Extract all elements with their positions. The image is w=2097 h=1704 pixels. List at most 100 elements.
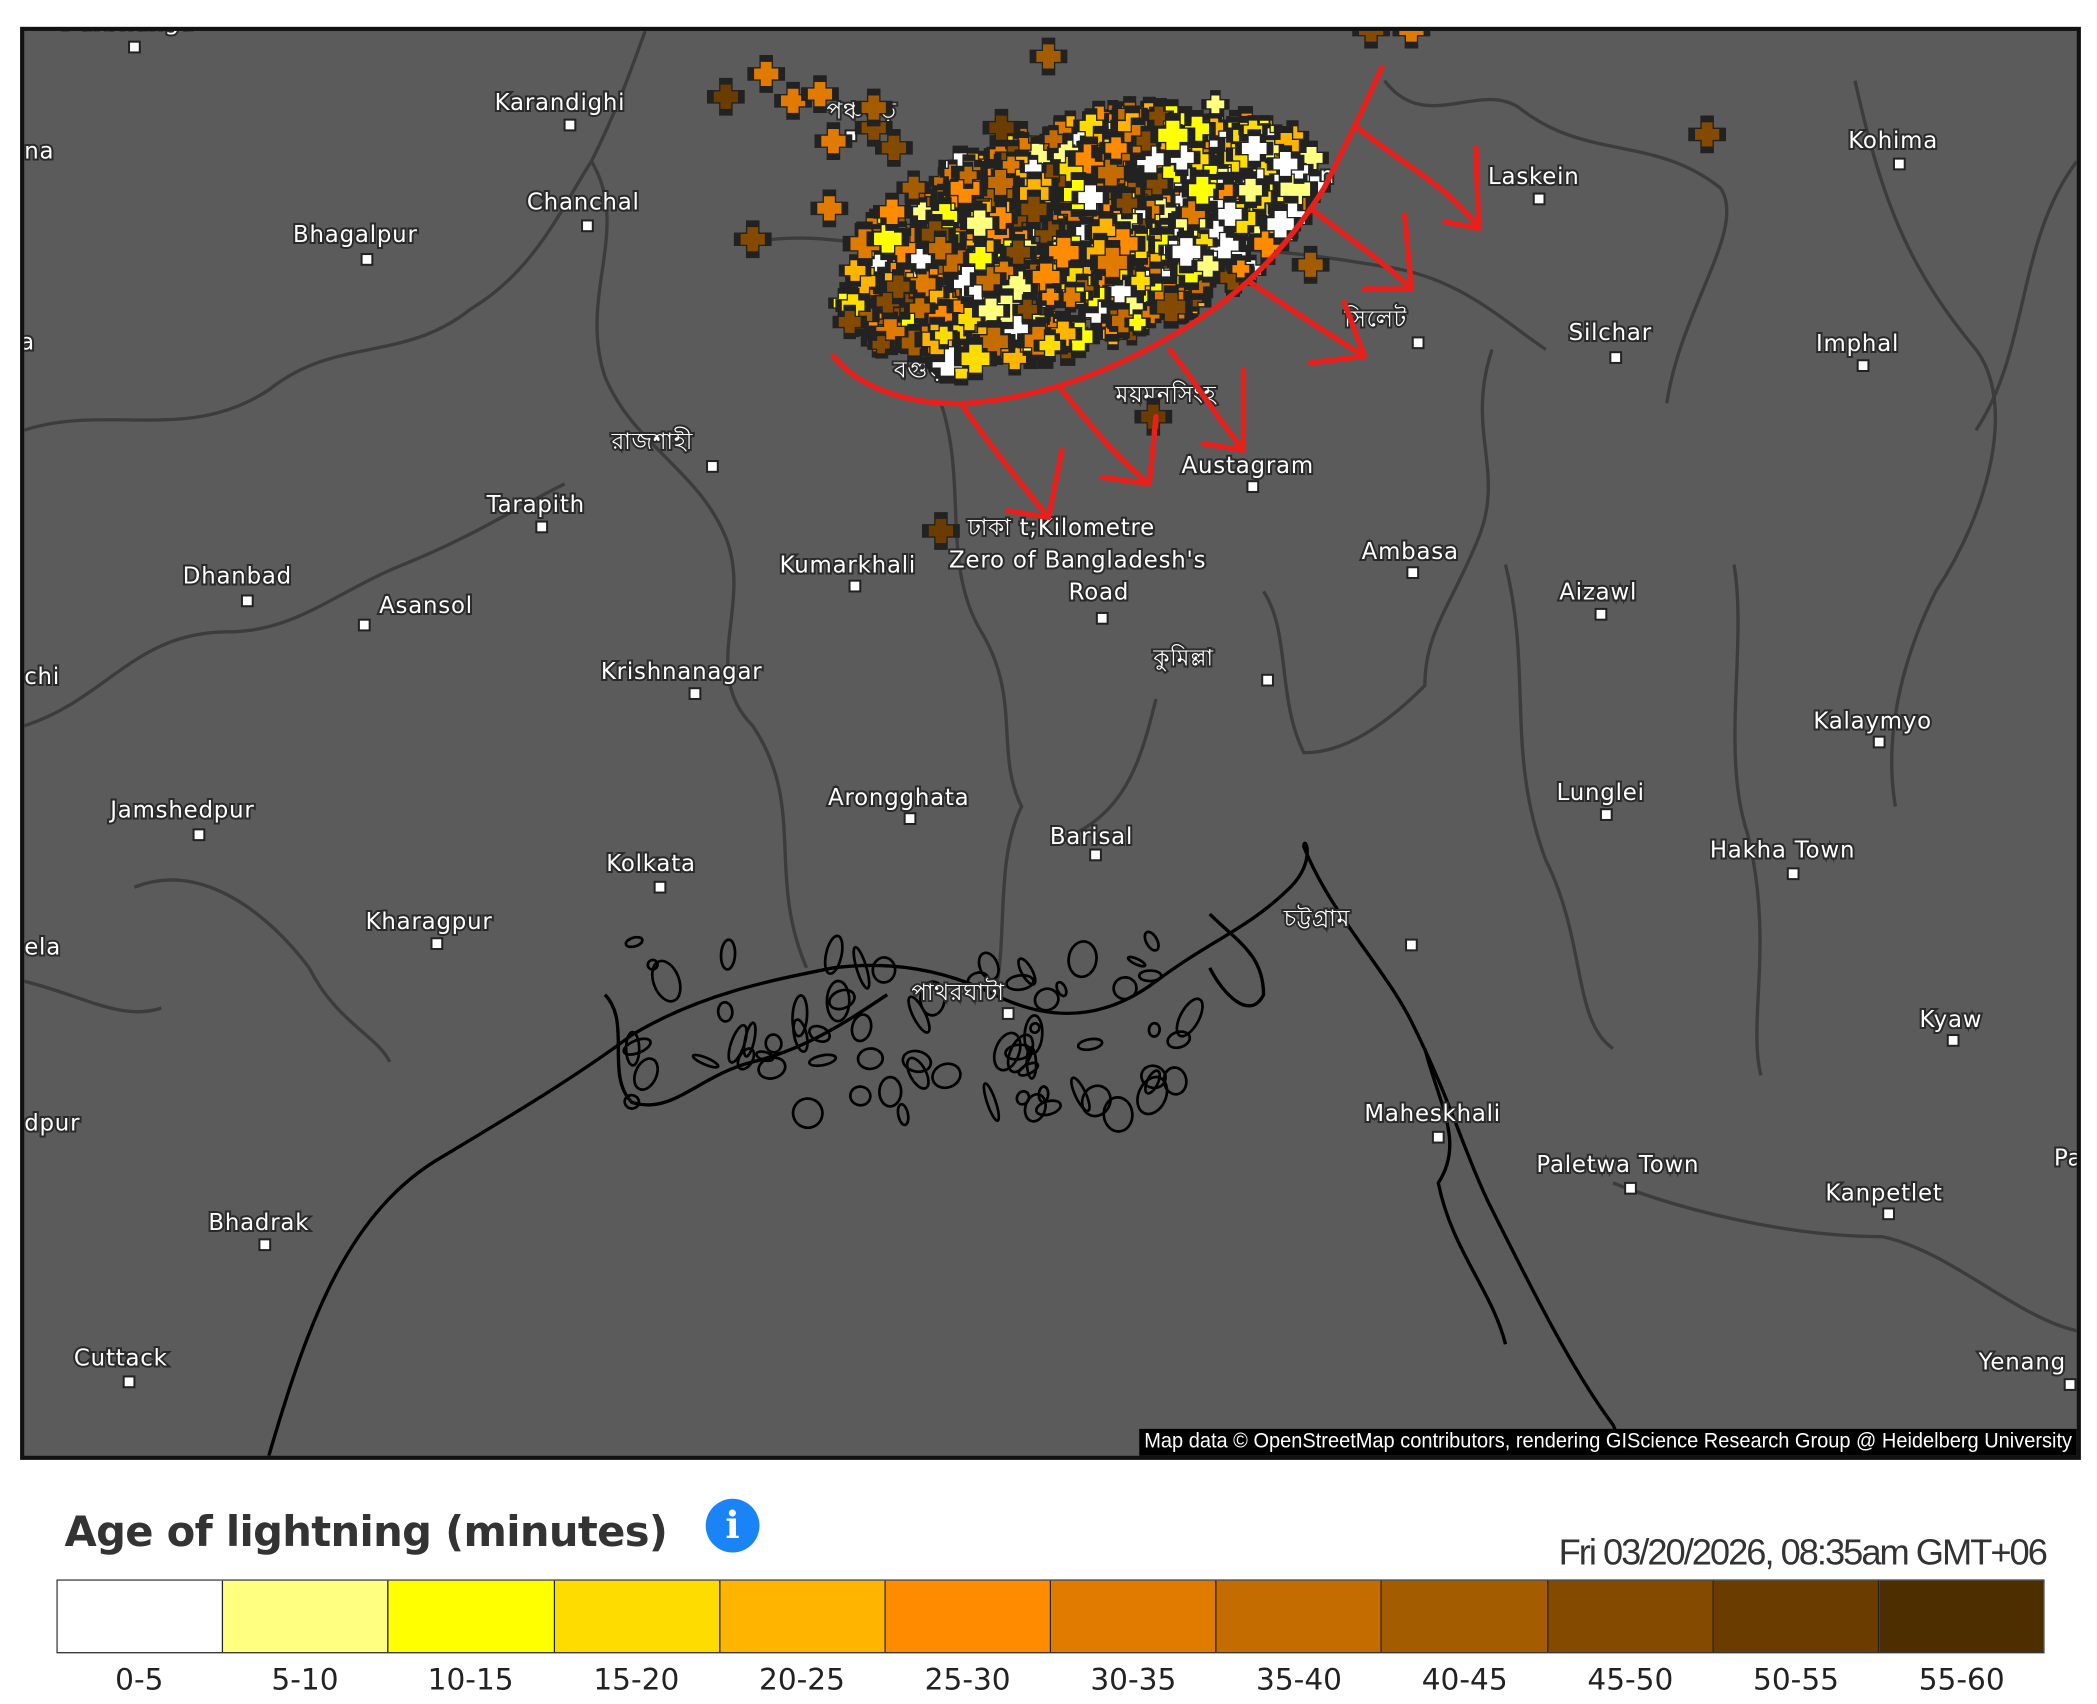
place-label: Darbhanga	[60, 31, 194, 36]
lightning-strike	[1029, 37, 1068, 76]
island	[791, 994, 809, 1038]
place-marker	[192, 828, 206, 842]
island	[827, 988, 856, 1011]
lightning-strike	[1014, 189, 1054, 229]
lightning-strike	[1124, 309, 1151, 336]
place-label: Imphal	[1816, 331, 1899, 357]
lightning-strike	[922, 230, 958, 266]
place-label: Tarapith	[486, 492, 585, 518]
island	[622, 1037, 652, 1056]
legend-title: Age of lightning (minutes)	[64, 1508, 668, 1557]
lightning-strike	[896, 170, 931, 205]
info-icon[interactable]: i	[705, 1498, 760, 1553]
lightning-strikes	[706, 30, 1727, 550]
island	[896, 1102, 910, 1127]
legend-label: 0-5	[115, 1664, 164, 1698]
lightning-strike	[1125, 266, 1156, 296]
place-marker	[357, 618, 371, 632]
legend-swatch	[554, 1580, 721, 1653]
island	[823, 934, 844, 976]
lightning-strike	[953, 337, 998, 381]
place-label: Kalaymyo	[1813, 709, 1932, 735]
place-label: Kanpetlet	[1825, 1180, 1942, 1206]
island	[919, 980, 947, 1017]
island	[1034, 1099, 1062, 1117]
lightning-strike	[1149, 285, 1193, 329]
place-label: a	[24, 329, 35, 355]
place-marker	[1261, 673, 1274, 687]
island	[905, 1056, 930, 1090]
island	[792, 1018, 809, 1053]
island	[1023, 1014, 1044, 1055]
island	[1006, 1033, 1035, 1074]
lightning-strike	[997, 151, 1025, 179]
place-marker	[1001, 1007, 1015, 1020]
place-marker	[848, 579, 862, 593]
place-label: Paletwa Town	[1536, 1152, 1699, 1178]
island	[1143, 930, 1160, 952]
place-marker	[240, 594, 254, 608]
legend-swatch	[1547, 1580, 1714, 1653]
place-label: Bhagalpur	[293, 222, 418, 248]
legend-swatch	[885, 1580, 1052, 1653]
place-label: Laskein	[1488, 164, 1580, 190]
place-label: Austagram	[1182, 453, 1314, 479]
lightning-strike	[1688, 115, 1727, 154]
legend-label: 40-45	[1421, 1664, 1508, 1698]
lightning-strike	[1392, 30, 1431, 49]
legend-swatch	[388, 1580, 555, 1653]
legend-label: 55-60	[1918, 1664, 2005, 1698]
island	[1175, 997, 1204, 1038]
place-label: Karandighi	[495, 90, 626, 116]
lightning-strike	[1191, 249, 1225, 283]
delta-islands	[622, 930, 1204, 1133]
lightning-strike	[1110, 187, 1143, 220]
place-label: পাথরঘাটা	[911, 978, 1004, 1006]
island	[856, 1047, 885, 1071]
lightning-strike	[1071, 178, 1110, 217]
place-marker	[563, 118, 577, 132]
legend-swatch	[57, 1580, 224, 1653]
place-marker	[1411, 336, 1425, 350]
lightning-strike	[981, 163, 1020, 202]
place-label: Barisal	[1050, 824, 1133, 850]
place-marker	[128, 40, 141, 54]
lightning-strike	[867, 330, 895, 359]
place-label: Pa	[2054, 1145, 2077, 1171]
lightning-strike	[1175, 194, 1212, 231]
island	[931, 1062, 962, 1090]
place-label: Kyaw	[1920, 1007, 1983, 1033]
place-marker	[581, 219, 594, 233]
lightning-strike	[880, 269, 916, 305]
place-marker	[1624, 1181, 1637, 1195]
lightning-strike	[706, 77, 745, 116]
island	[1112, 976, 1138, 1001]
island	[1137, 969, 1163, 983]
legend-color-scale	[56, 1579, 2045, 1654]
place-marker	[903, 812, 917, 826]
place-label: Zero of Bangladesh's	[949, 547, 1206, 573]
island	[757, 1056, 787, 1080]
lightning-strike	[972, 291, 1011, 330]
coastline	[267, 841, 1629, 1456]
lightning-strike	[1232, 172, 1269, 209]
lightning-strike	[1055, 281, 1086, 313]
lightning-strike	[1260, 203, 1302, 245]
map-attribution: Map data © OpenStreetMap contributors, r…	[1138, 1428, 2077, 1456]
island	[977, 951, 1000, 981]
legend-swatch	[223, 1580, 389, 1653]
lightning-strike	[1164, 230, 1208, 274]
lightning-strike	[1041, 229, 1087, 276]
lightning-map[interactable]: Darbhanga Karandighi Chanchal Bhagalpur na a প…	[20, 26, 2081, 1460]
lightning-strike	[1181, 169, 1224, 211]
place-label: Silchar	[1569, 320, 1652, 346]
map-canvas[interactable]: Darbhanga Karandighi Chanchal Bhagalpur na a প…	[24, 30, 2077, 1456]
lightning-strike	[969, 260, 1007, 298]
lightning-strike	[801, 75, 839, 113]
island	[1033, 987, 1060, 1012]
place-label: ঢাকা t;Kilometre	[967, 515, 1155, 541]
place-label: Cuttack	[74, 1346, 168, 1372]
place-marker	[1599, 808, 1613, 821]
lightning-strike	[922, 512, 960, 550]
lightning-strike	[960, 203, 1000, 243]
